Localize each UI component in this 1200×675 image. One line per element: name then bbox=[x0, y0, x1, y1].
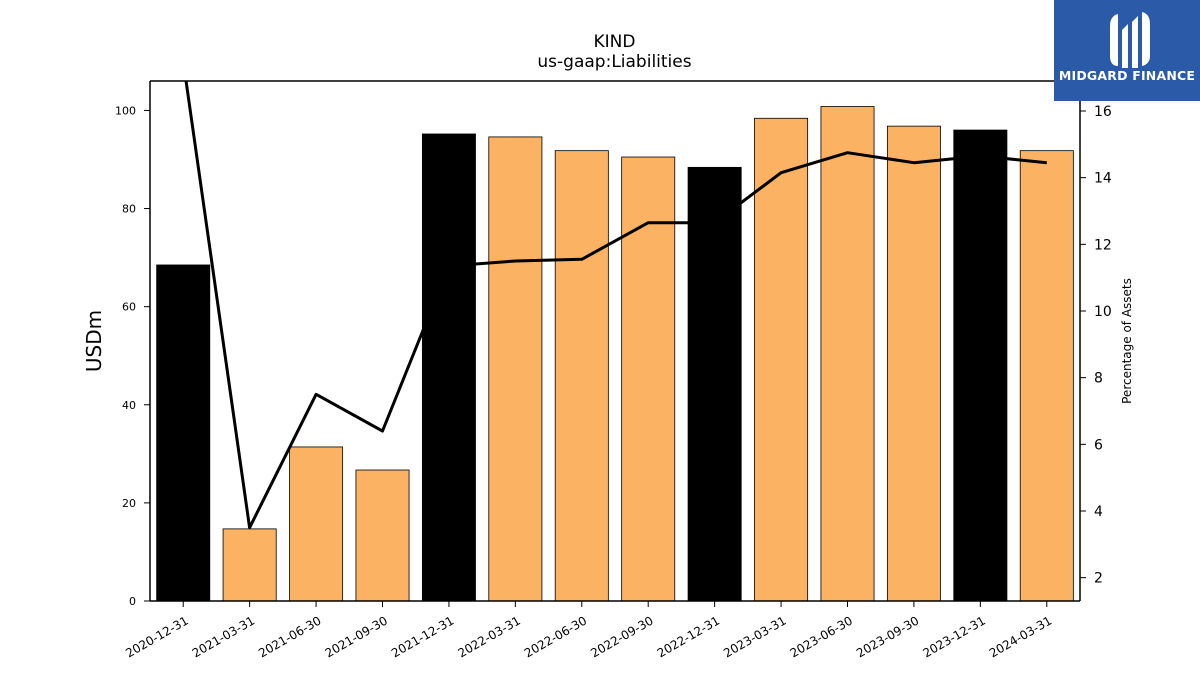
bar-2023-09-30 bbox=[886, 125, 941, 602]
x-tick-label: 2024-03-31 bbox=[987, 613, 1054, 660]
bar-2021-12-31 bbox=[421, 133, 476, 602]
chart-subtitle: us-gaap:Liabilities bbox=[537, 52, 692, 72]
x-axis-ticks: 2020-12-31 2021-03-31 2021-06-30 2021-09-30… bbox=[123, 601, 1054, 660]
logo-text: MIDGARD FINANCE bbox=[1058, 68, 1196, 83]
brand-logo: MIDGARD FINANCE bbox=[1054, 0, 1200, 101]
bar-2023-03-31 bbox=[754, 117, 809, 602]
percentage-line bbox=[184, 81, 1047, 530]
bar-series bbox=[156, 106, 1074, 602]
y2-tick-label: 12 bbox=[1094, 237, 1112, 253]
bar-2021-06-30 bbox=[289, 446, 344, 602]
bar-2024-03-31 bbox=[1019, 150, 1074, 602]
x-tick-label: 2021-03-31 bbox=[190, 613, 257, 660]
x-tick-label: 2022-06-30 bbox=[522, 613, 589, 660]
line-series bbox=[184, 81, 1047, 530]
y2-tick-label: 10 bbox=[1094, 304, 1112, 320]
axes bbox=[149, 80, 1081, 602]
y-tick-label: 80 bbox=[122, 203, 136, 216]
x-tick-label: 2023-03-31 bbox=[721, 613, 788, 660]
y-axis-ticks: 0 20 40 60 80 100 bbox=[115, 104, 150, 608]
bar-2022-06-30 bbox=[554, 150, 609, 602]
chart-title: KIND bbox=[593, 32, 636, 52]
y-tick-label: 40 bbox=[122, 399, 136, 412]
y2-tick-label: 4 bbox=[1094, 504, 1103, 520]
bar-2021-09-30 bbox=[355, 469, 410, 602]
y2-axis-label: Percentage of Assets bbox=[1120, 278, 1134, 404]
y-tick-label: 20 bbox=[122, 497, 136, 510]
x-tick-label: 2021-09-30 bbox=[323, 613, 390, 660]
x-tick-label: 2022-12-31 bbox=[655, 613, 722, 660]
y2-tick-label: 2 bbox=[1094, 571, 1103, 587]
y-tick-label: 100 bbox=[115, 104, 136, 117]
bar-2022-12-31 bbox=[687, 166, 742, 602]
bar-2023-12-31 bbox=[953, 129, 1008, 602]
y-tick-label: 60 bbox=[122, 301, 136, 314]
y2-tick-label: 14 bbox=[1094, 171, 1112, 187]
x-tick-label: 2021-12-31 bbox=[389, 613, 456, 660]
bar-2021-03-31 bbox=[222, 528, 277, 602]
x-tick-label: 2021-06-30 bbox=[256, 613, 323, 660]
x-tick-label: 2023-09-30 bbox=[854, 613, 921, 660]
bar-2022-03-31 bbox=[488, 136, 543, 602]
y2-tick-label: 16 bbox=[1094, 104, 1112, 120]
bar-2023-06-30 bbox=[820, 106, 875, 602]
y-axis-label: USDm bbox=[82, 310, 106, 372]
x-tick-label: 2020-12-31 bbox=[123, 613, 190, 660]
y-tick-label: 0 bbox=[129, 595, 136, 608]
logo-mark-icon bbox=[1110, 12, 1150, 68]
x-tick-label: 2022-09-30 bbox=[588, 613, 655, 660]
y2-axis-ticks: 2 4 6 8 10 12 14 16 bbox=[1080, 104, 1112, 587]
x-tick-label: 2022-03-31 bbox=[455, 613, 522, 660]
x-tick-label: 2023-12-31 bbox=[920, 613, 987, 660]
y2-tick-label: 8 bbox=[1094, 371, 1103, 387]
bar-2020-12-31 bbox=[156, 264, 211, 602]
y2-tick-label: 6 bbox=[1094, 437, 1103, 453]
x-tick-label: 2023-06-30 bbox=[788, 613, 855, 660]
